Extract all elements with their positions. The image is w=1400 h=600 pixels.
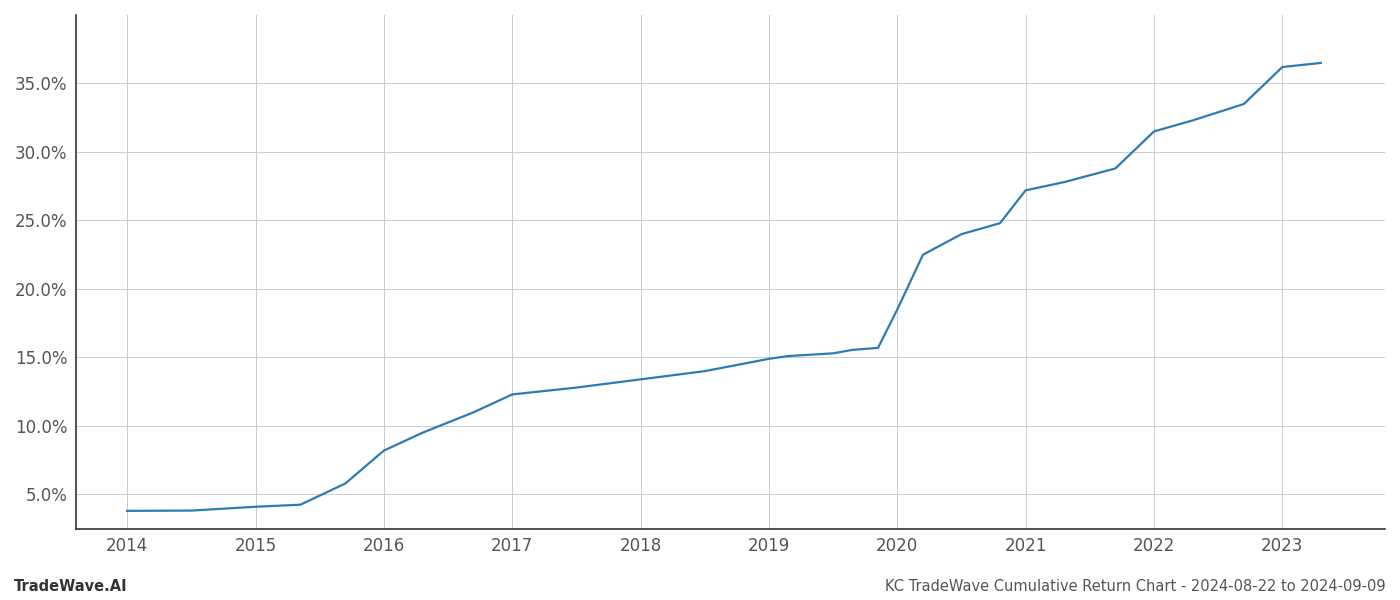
Text: TradeWave.AI: TradeWave.AI [14,579,127,594]
Text: KC TradeWave Cumulative Return Chart - 2024-08-22 to 2024-09-09: KC TradeWave Cumulative Return Chart - 2… [885,579,1386,594]
